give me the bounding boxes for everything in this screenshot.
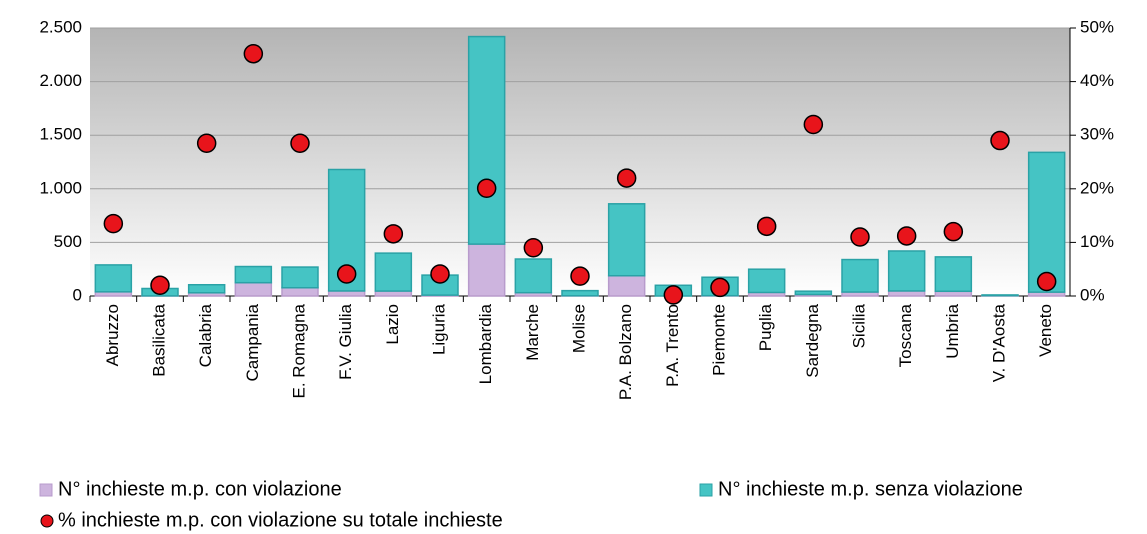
point [243, 43, 264, 64]
bar [234, 265, 273, 284]
x-tick-label: Marche [523, 304, 542, 361]
x-tick-label: Sicilia [849, 303, 868, 348]
bar [747, 268, 786, 294]
point [103, 213, 124, 234]
legend-swatch [39, 483, 53, 497]
x-tick-label: Basilicata [149, 303, 168, 376]
bar [794, 290, 833, 296]
y2-tick-label: 40% [1080, 71, 1114, 90]
y2-tick-label: 20% [1080, 178, 1114, 197]
point [570, 266, 590, 286]
point [383, 224, 404, 244]
y-tick-label: 0 [73, 285, 82, 304]
x-tick-label: Piemonte [709, 304, 728, 376]
bar [187, 283, 226, 294]
x-tick-label: Lombardia [476, 303, 495, 384]
y2-tick-label: 50% [1080, 17, 1114, 36]
y2-tick-label: 10% [1080, 232, 1114, 251]
x-tick-label: Toscana [896, 303, 915, 367]
bar [234, 281, 273, 297]
bar [327, 290, 366, 297]
bar [887, 290, 926, 297]
x-tick-label: Veneto [1036, 304, 1055, 357]
point [990, 130, 1010, 151]
y-tick-label: 1.000 [39, 178, 82, 197]
x-tick-label: F.V. Giulia [336, 303, 355, 379]
bar [981, 294, 1019, 297]
point [896, 226, 917, 246]
legend-label: N° inchieste m.p. con violazione [58, 478, 342, 500]
x-tick-label: Molise [569, 304, 588, 353]
point [150, 275, 170, 296]
point [616, 168, 637, 188]
bar [607, 203, 646, 277]
x-tick-label: Calabria [196, 303, 215, 367]
legend-swatch [699, 483, 713, 497]
x-tick-label: Puglia [756, 303, 775, 351]
x-tick-label: V. D'Aosta [989, 303, 1008, 382]
point [850, 227, 870, 247]
point [756, 216, 777, 237]
point [336, 264, 357, 284]
bar [281, 286, 319, 297]
point [476, 178, 497, 199]
x-tick-label: Umbria [943, 303, 962, 358]
x-tick-label: Campania [243, 303, 262, 381]
bar [934, 256, 973, 293]
bar [467, 243, 506, 297]
point [1036, 271, 1057, 292]
point [710, 277, 730, 298]
x-tick-label: Abruzzo [103, 304, 122, 366]
bar [1027, 151, 1066, 293]
bar [514, 258, 553, 294]
y2-tick-label: 0% [1080, 285, 1105, 304]
point [803, 114, 824, 135]
bar [94, 264, 133, 293]
point [196, 133, 217, 153]
point [430, 264, 450, 284]
point [290, 133, 310, 153]
x-tick-label: Liguria [429, 303, 448, 355]
x-tick-label: P.A. Trento [663, 304, 682, 387]
y2-tick-label: 30% [1080, 125, 1114, 144]
x-tick-label: P.A. Bolzano [616, 304, 635, 400]
legend-label: % inchieste m.p. con violazione su total… [58, 509, 503, 531]
point [663, 285, 684, 305]
legend-label: N° inchieste m.p. senza violazione [718, 478, 1023, 500]
y-tick-label: 2.000 [39, 71, 82, 90]
y-tick-label: 2.500 [39, 17, 82, 36]
bar [887, 250, 926, 292]
bar [281, 266, 319, 289]
legend-swatch [40, 514, 54, 528]
point [523, 238, 544, 258]
x-tick-label: Lazio [383, 304, 402, 345]
point [943, 221, 964, 242]
y-tick-label: 500 [54, 232, 82, 251]
bar [467, 35, 506, 245]
y-tick-label: 1.500 [39, 125, 82, 144]
bar [607, 274, 646, 297]
x-tick-label: E. Romagna [289, 303, 308, 398]
bar [374, 252, 413, 292]
bar [561, 289, 599, 297]
x-tick-label: Sardegna [803, 303, 822, 377]
bar [841, 258, 879, 293]
